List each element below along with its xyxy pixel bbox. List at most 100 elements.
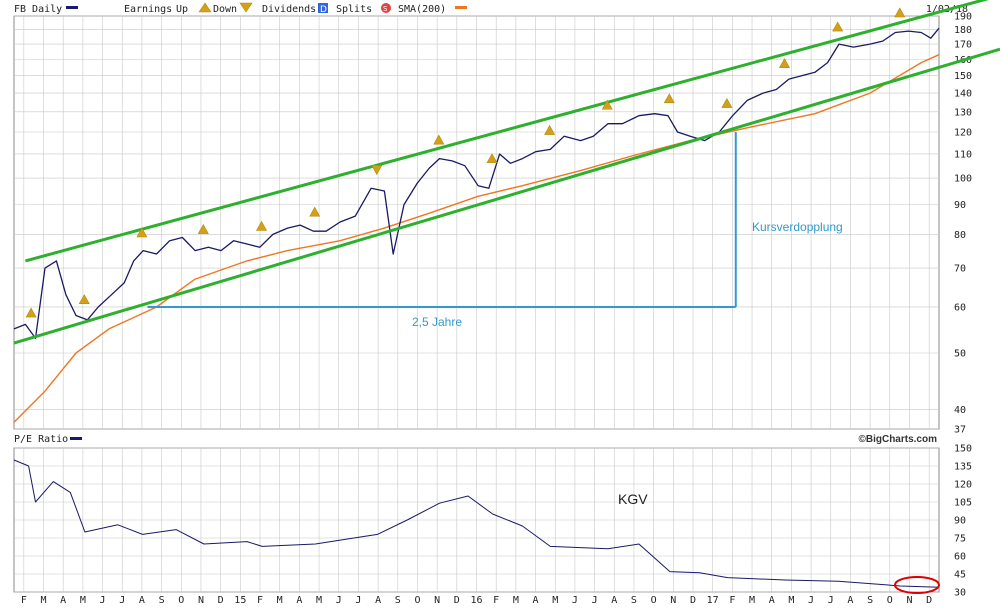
earnings-up-marker — [894, 7, 906, 18]
x-tick-label: S — [159, 595, 165, 606]
earnings-up-marker — [433, 134, 445, 145]
split-legend-icon: S — [381, 3, 391, 13]
channel-layer — [13, 0, 1000, 345]
x-tick-label: A — [296, 595, 302, 606]
earnings-up-marker — [721, 97, 733, 108]
price-y-tick-label: 40 — [954, 405, 966, 416]
x-tick-label: D — [690, 595, 696, 606]
price-y-tick-label: 130 — [954, 107, 972, 118]
x-tick-label: N — [670, 595, 676, 606]
price-y-tick-label: 60 — [954, 302, 966, 313]
x-tick-label: S — [395, 595, 401, 606]
price-y-tick-label: 37 — [954, 425, 966, 436]
x-tick-label: M — [277, 595, 283, 606]
x-tick-label: D — [454, 595, 460, 606]
x-tick-label: J — [100, 595, 106, 606]
earnings-up-marker — [779, 58, 791, 68]
x-tick-label: F — [729, 595, 735, 606]
pe-y-tick-label: 90 — [954, 516, 966, 527]
price-legend-swatch — [66, 6, 78, 9]
pe-layer — [13, 459, 940, 588]
x-tick-label: A — [769, 595, 775, 606]
svg-text:S: S — [383, 5, 388, 13]
earnings-up-legend-icon — [198, 2, 212, 13]
x-tick-label: S — [631, 595, 637, 606]
x-tick-label: A — [375, 595, 381, 606]
x-tick-label: M — [513, 595, 519, 606]
pe-legend-swatch — [70, 437, 82, 440]
earnings-down-legend-icon — [239, 2, 253, 13]
splits-legend-label: Splits — [336, 4, 372, 15]
doubling-annotation: Kursverdopplung — [752, 220, 843, 234]
price-y-tick-label: 140 — [954, 89, 972, 100]
earnings-down-marker — [371, 165, 383, 176]
x-tick-label: A — [60, 595, 66, 606]
highlight-ellipse — [894, 576, 940, 594]
pe-y-tick-label: 30 — [954, 588, 966, 599]
dividend-legend-icon: D — [318, 3, 328, 15]
pe-y-tick-label: 135 — [954, 462, 972, 473]
x-tick-label: M — [788, 595, 794, 606]
x-tick-label: M — [80, 595, 86, 606]
earnings-up-marker — [256, 220, 268, 231]
price-line — [13, 27, 940, 339]
sma-legend-swatch — [455, 6, 467, 9]
x-tick-label: 16 — [470, 595, 482, 606]
bigcharts-logo: ©BigCharts.com — [859, 434, 938, 445]
pe-grid — [14, 447, 939, 593]
earnings-up-marker — [136, 227, 148, 238]
x-tick-label: 15 — [234, 595, 246, 606]
marker-layer — [25, 7, 906, 318]
earnings-up-marker — [544, 124, 556, 135]
price-y-axis: 3740506070809010011012013014015016017018… — [954, 12, 972, 436]
price-y-tick-label: 80 — [954, 230, 966, 241]
pe-y-axis: 30 45 60 75 90 105 120 135 150 — [954, 444, 972, 599]
x-tick-label: F — [257, 595, 263, 606]
price-y-tick-label: 150 — [954, 71, 972, 82]
x-tick-label: M — [41, 595, 47, 606]
sma-layer — [13, 54, 940, 423]
kgv-annotation: KGV — [618, 491, 648, 507]
x-tick-label: J — [592, 595, 598, 606]
x-tick-label: J — [808, 595, 814, 606]
x-tick-label: O — [414, 595, 420, 606]
x-tick-label: D — [218, 595, 224, 606]
sma-legend-label: SMA(200) — [398, 4, 446, 15]
pe-label: P/E Ratio — [14, 434, 68, 445]
sma-line — [13, 54, 940, 423]
x-tick-label: O — [887, 595, 893, 606]
earnings-up-marker — [601, 99, 613, 110]
x-tick-label: O — [651, 595, 657, 606]
dividends-legend-label: Dividends — [262, 4, 316, 15]
pe-y-tick-label: 150 — [954, 444, 972, 455]
earnings-up-marker — [78, 294, 90, 304]
x-tick-label: M — [749, 595, 755, 606]
price-y-tick-label: 120 — [954, 127, 972, 138]
x-tick-label: O — [178, 595, 184, 606]
x-tick-label: J — [828, 595, 834, 606]
earnings-legend-label: Earnings — [124, 4, 172, 15]
x-tick-label: D — [926, 595, 932, 606]
symbol-label: FB Daily — [14, 4, 62, 15]
x-tick-label: N — [198, 595, 204, 606]
x-tick-label: A — [611, 595, 617, 606]
price-y-tick-label: 70 — [954, 264, 966, 275]
x-tick-label: J — [572, 595, 578, 606]
price-y-tick-label: 110 — [954, 149, 972, 160]
pe-y-tick-label: 105 — [954, 498, 972, 509]
earnings-up-marker — [663, 93, 675, 104]
x-tick-label: F — [21, 595, 27, 606]
x-tick-label: M — [316, 595, 322, 606]
earnings-down-legend-label: Down — [213, 4, 237, 15]
price-grid — [14, 15, 939, 430]
x-tick-label: F — [493, 595, 499, 606]
pe-y-tick-label: 75 — [954, 534, 966, 545]
earnings-up-legend-label: Up — [176, 4, 188, 15]
earnings-up-marker — [197, 223, 209, 234]
pe-ratio-line — [13, 459, 940, 588]
svg-text:D: D — [320, 5, 327, 15]
pe-y-tick-label: 120 — [954, 480, 972, 491]
x-tick-label: S — [867, 595, 873, 606]
price-y-tick-label: 50 — [954, 348, 966, 359]
x-tick-label: N — [434, 595, 440, 606]
